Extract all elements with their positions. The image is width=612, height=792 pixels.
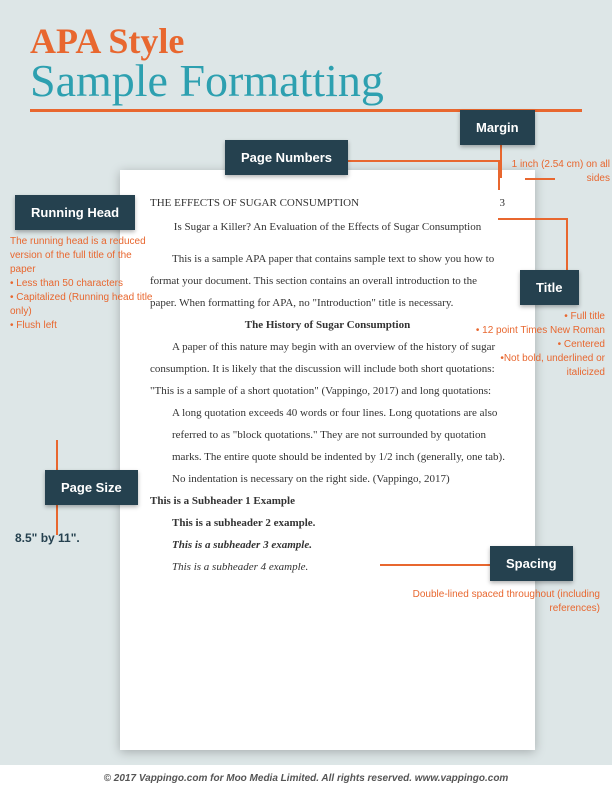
page-numbers-label: Page Numbers — [225, 140, 348, 175]
running-head-annotation: The running head is a reduced version of… — [10, 235, 155, 333]
running-head-label: Running Head — [15, 195, 135, 230]
title-sub: Sample Formatting — [30, 54, 612, 107]
page-size-annotation: 8.5" by 11". — [15, 530, 115, 547]
page-number-bracket — [335, 160, 500, 190]
paper-block-quote: A long quotation exceeds 40 words or fou… — [172, 402, 505, 490]
paper-subheader-4: This is a subheader 4 example. — [172, 556, 505, 578]
margin-label: Margin — [460, 110, 535, 145]
paper-subheader-1: This is a Subheader 1 Example — [150, 490, 505, 512]
page-size-label: Page Size — [45, 470, 138, 505]
paper-body: This is a sample APA paper that contains… — [150, 248, 505, 578]
paper-running-head: THE EFFECTS OF SUGAR CONSUMPTION — [150, 192, 359, 214]
paper-page-number: 3 — [500, 192, 506, 214]
paper-section-heading: The History of Sugar Consumption — [150, 314, 505, 336]
paper-title: Is Sugar a Killer? An Evaluation of the … — [150, 216, 505, 238]
infographic-header: APA Style Sample Formatting — [0, 0, 612, 107]
paper-subheader-2: This is a subheader 2 example. — [172, 512, 505, 534]
spacing-annotation: Double-lined spaced throughout (includin… — [400, 588, 600, 616]
footer-copyright: © 2017 Vappingo.com for Moo Media Limite… — [0, 765, 612, 792]
sample-paper: THE EFFECTS OF SUGAR CONSUMPTION 3 Is Su… — [120, 170, 535, 750]
spacing-connector — [380, 564, 495, 566]
title-label: Title — [520, 270, 579, 305]
paper-para2: A paper of this nature may begin with an… — [150, 336, 505, 402]
title-annotation: • Full title • 12 point Times New Roman … — [470, 310, 605, 380]
paper-para1: This is a sample APA paper that contains… — [150, 248, 505, 314]
spacing-label: Spacing — [490, 546, 573, 581]
paper-subheader-3: This is a subheader 3 example. — [172, 534, 505, 556]
margin-annotation: 1 inch (2.54 cm) on all sides — [510, 158, 610, 186]
